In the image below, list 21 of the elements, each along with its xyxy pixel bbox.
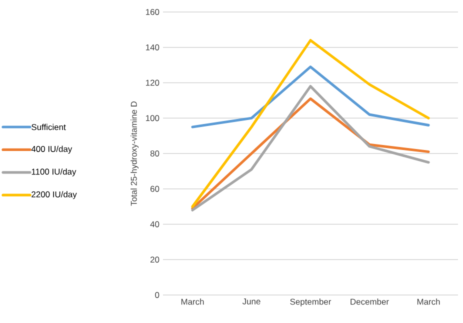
x-tick-label: March <box>181 298 204 305</box>
y-axis-title: Total 25-hydroxy-vitamine D <box>130 101 139 206</box>
y-tick-label: 40 <box>150 221 160 228</box>
line-series <box>191 39 430 208</box>
y-tick-label: 60 <box>150 186 160 192</box>
y-tick-label: 80 <box>150 150 160 156</box>
legend-label: 400 IU/day <box>31 146 72 154</box>
y-tick-label: 140 <box>146 44 160 50</box>
legend-label: 1100 IU/day <box>32 168 76 176</box>
y-tick-label: 160 <box>146 9 160 15</box>
legend-label: Sufficient <box>32 124 66 130</box>
x-tick-label: September <box>290 298 332 306</box>
legend-label: 2200 IU/day <box>32 191 77 200</box>
x-tick-label: December <box>350 298 389 305</box>
line-series <box>191 66 430 128</box>
x-tick-label: March <box>417 298 440 305</box>
y-tick-label: 0 <box>155 292 160 298</box>
y-tick-label: 100 <box>146 115 160 122</box>
y-tick-label: 120 <box>146 80 160 86</box>
y-tick-label: 20 <box>150 256 160 263</box>
x-tick-label: June <box>242 298 260 304</box>
